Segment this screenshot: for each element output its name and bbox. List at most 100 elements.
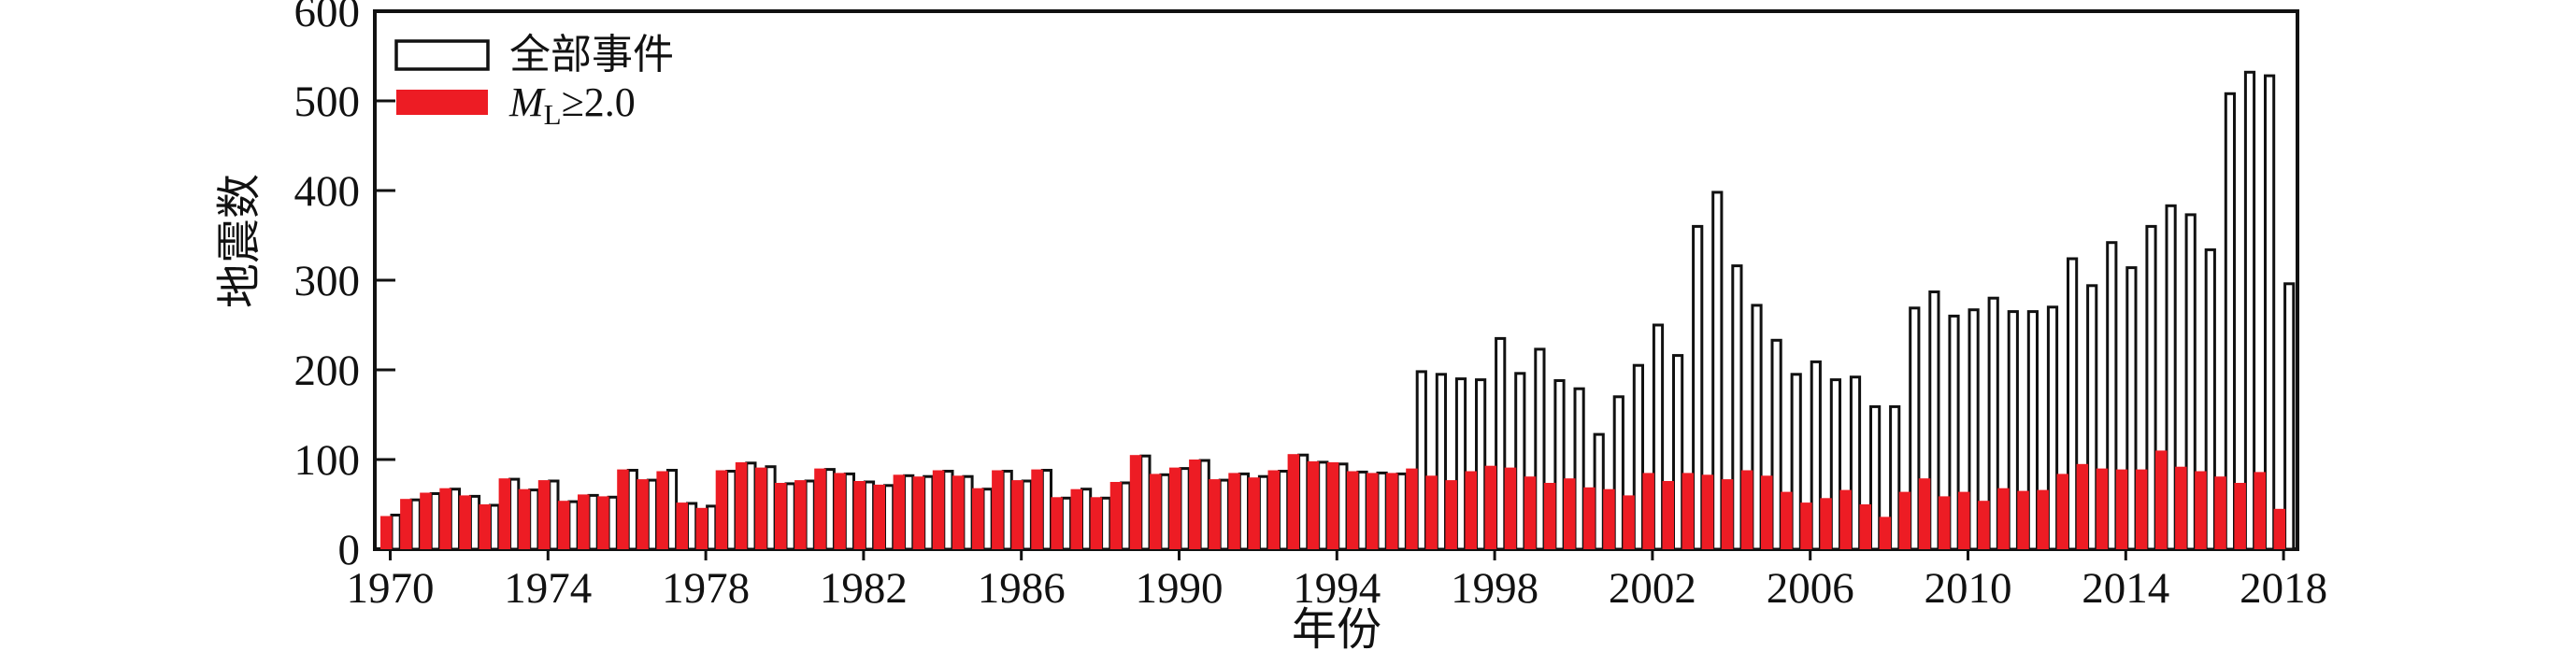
bar-ml2	[1740, 470, 1753, 549]
bar-ml2	[1307, 460, 1320, 549]
bar-total	[1435, 373, 1448, 551]
bar-ml2	[1898, 491, 1911, 549]
bar-total	[665, 469, 679, 551]
legend-swatch-total	[394, 39, 490, 71]
bar-ml2	[1524, 476, 1537, 549]
bar-ml2	[1504, 467, 1517, 549]
bar-total	[2243, 70, 2256, 551]
bar-total	[390, 514, 402, 551]
bar-total	[1278, 470, 1290, 551]
bar-ml2	[597, 496, 609, 549]
bar-total	[1356, 470, 1368, 551]
bar-total	[449, 488, 461, 551]
bar-ml2	[1721, 479, 1734, 549]
bar-ml2	[1406, 468, 1418, 549]
bar-total	[2283, 282, 2296, 551]
bar-total	[1692, 224, 1704, 551]
bar-ml2	[2037, 489, 2049, 549]
bar-ml2	[1859, 504, 1871, 549]
bar-total	[567, 500, 580, 551]
bar-ml2	[400, 499, 412, 549]
bar-ml2	[1603, 488, 1615, 549]
bar-ml2	[695, 507, 708, 549]
bar-ml2	[578, 494, 590, 549]
y-axis-ticks: 0 100 200 300 400 500 600	[294, 0, 395, 574]
bar-total	[923, 474, 935, 551]
bar-ml2	[1761, 475, 1773, 549]
bar-ml2	[912, 476, 925, 549]
bar-ml2	[617, 469, 629, 549]
bar-ml2	[1169, 467, 1181, 549]
bar-total	[548, 479, 560, 551]
bar-ml2	[1701, 474, 1714, 549]
bar-total	[981, 488, 994, 551]
bar-ml2	[1149, 474, 1162, 549]
bar-total	[1139, 454, 1152, 551]
bar-ml2	[1958, 491, 1970, 549]
bar-total	[2106, 241, 2118, 551]
bar-total	[1612, 395, 1624, 551]
bar-total	[1810, 360, 1822, 551]
bar-total	[429, 492, 441, 551]
x-tick-label: 1998	[1451, 564, 1538, 613]
bar-total	[2165, 204, 2177, 551]
y-axis-title: 地震数	[215, 174, 265, 308]
bar-ml2	[972, 488, 984, 549]
bar-ml2	[676, 502, 688, 549]
x-axis-title: 年份	[1292, 605, 1381, 655]
bar-total	[1415, 370, 1427, 551]
bar-total	[1968, 308, 1980, 551]
bar-total	[1297, 453, 1309, 551]
bar-total	[1928, 290, 1940, 551]
bar-ml2	[952, 475, 965, 549]
bar-ml2	[2056, 474, 2068, 549]
bar-ml2	[2096, 468, 2109, 549]
bar-total	[1731, 264, 1743, 551]
bars-total-series	[390, 70, 2296, 551]
bar-ml2	[1248, 477, 1260, 549]
y-tick-label: 600	[294, 0, 361, 36]
x-tick-label: 1974	[504, 564, 592, 613]
bar-total	[745, 461, 757, 551]
bar-ml2	[1642, 473, 1654, 549]
bar-ml2	[1445, 480, 1457, 549]
bar-total	[2224, 92, 2237, 551]
bar-ml2	[1583, 487, 1596, 549]
bar-total	[1909, 306, 1921, 551]
bar-ml2	[1484, 465, 1497, 549]
bar-ml2	[834, 473, 846, 549]
bar-ml2	[992, 470, 1004, 549]
bar-total	[1534, 347, 1546, 551]
bar-ml2	[1367, 473, 1379, 549]
y-tick-label: 400	[294, 167, 361, 216]
bar-ml2	[1209, 479, 1221, 549]
bar-total	[863, 480, 876, 551]
bar-total	[1770, 338, 1782, 551]
bar-ml2	[1564, 478, 1576, 549]
bar-total	[843, 472, 855, 551]
bar-total	[2007, 310, 2019, 551]
bar-total	[1001, 470, 1013, 551]
bar-total	[1376, 471, 1388, 551]
bar-total	[2067, 257, 2079, 551]
bar-ml2	[1800, 502, 1812, 549]
y-tick-label: 500	[294, 78, 361, 126]
bar-total	[1573, 387, 1585, 551]
bar-total	[1040, 469, 1053, 551]
bar-total	[1021, 479, 1033, 551]
bar-ml2	[439, 488, 451, 549]
bar-total	[1869, 404, 1882, 551]
bar-ml2	[1425, 475, 1438, 549]
bar-ml2	[2076, 463, 2089, 549]
x-tick-label: 2010	[1925, 564, 2012, 613]
bar-ml2	[1267, 470, 1280, 549]
bar-ml2	[1978, 501, 1990, 549]
x-tick-label: 2006	[1767, 564, 1854, 613]
x-tick-label: 1982	[820, 564, 908, 613]
bar-ml2	[1997, 488, 2010, 549]
bar-total	[706, 504, 718, 551]
legend-label-ml2: ML≥2.0	[508, 79, 636, 131]
x-tick-label: 1986	[978, 564, 1066, 613]
